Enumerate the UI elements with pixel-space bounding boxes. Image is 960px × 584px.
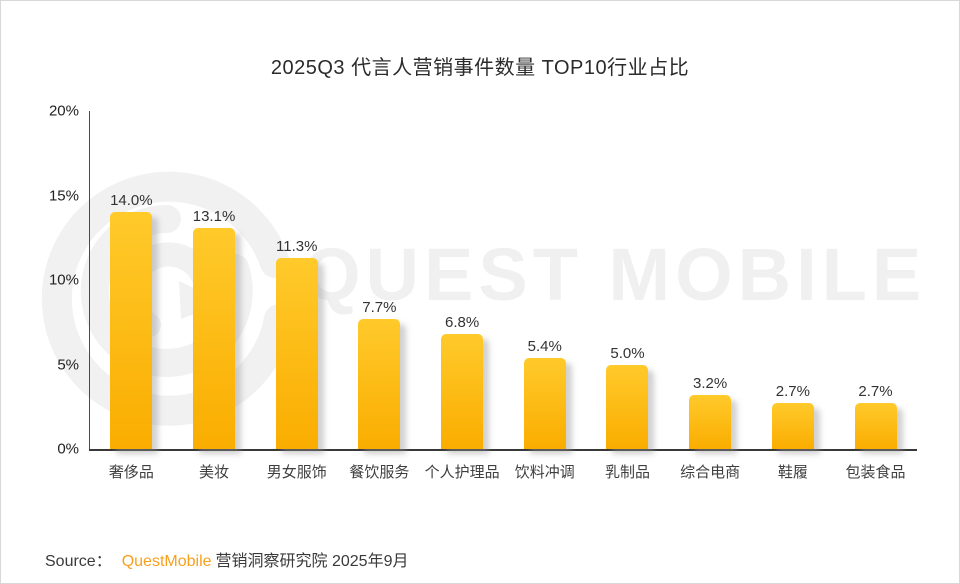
bar-value-label: 7.7% — [362, 298, 397, 316]
x-axis-category-label: 个人护理品 — [424, 464, 500, 481]
plot-area: 0% 5% 10% 15% 20% 14.0% 奢侈品 13.1% 美妆 11.3% 男女服饰 7.… — [49, 103, 917, 482]
x-axis-category-label: 综合电商 — [680, 464, 741, 481]
bar — [854, 403, 897, 449]
x-axis-category-label: 乳制品 — [604, 464, 650, 481]
y-tick-label: 15% — [48, 187, 79, 204]
bar-group: 5.0% 乳制品 — [586, 111, 668, 482]
bar-group: 7.7% 餐饮服务 — [338, 111, 420, 481]
y-tick-label: 10% — [48, 271, 79, 289]
source-brand: QuestMobile — [121, 553, 212, 570]
x-axis-category-label: 奢侈品 — [108, 464, 154, 481]
bar-group: 2.7% 包装食品 — [835, 111, 917, 481]
y-tick-label: 20% — [48, 102, 79, 120]
bar-value-label: 2.7% — [775, 383, 810, 401]
bar-value-label: 2.7% — [858, 383, 893, 401]
bars-container: 14.0% 奢侈品 13.1% 美妆 11.3% 男女服饰 7.7% 餐饮服务 6.8% 个人护理… — [90, 111, 917, 482]
bar — [441, 334, 484, 449]
bar-value-label: 6.8% — [444, 314, 480, 332]
bar-value-label: 3.2% — [693, 374, 728, 392]
bar-group: 6.8% 个人护理品 — [421, 111, 503, 481]
x-axis-category-label: 餐饮服务 — [349, 464, 410, 481]
x-axis-category-label: 饮料冲调 — [514, 464, 575, 481]
bar — [689, 394, 732, 449]
bar — [771, 403, 814, 449]
bar — [110, 212, 153, 449]
source-prefix: Source： — [45, 553, 112, 570]
chart-title: 2025Q3 代言人营销事件数量 TOP10行业占比 — [270, 57, 690, 79]
x-axis-category-label: 男女服饰 — [266, 464, 327, 481]
bar — [358, 318, 401, 449]
bar-value-label: 5.0% — [610, 344, 645, 362]
bar-value-label: 13.1% — [192, 207, 236, 225]
bar-group: 13.1% 美妆 — [173, 111, 255, 481]
bar-group: 5.4% 饮料冲调 — [504, 111, 586, 481]
bar — [275, 258, 318, 449]
questmobile-text-watermark: QUEST MOBILE — [303, 233, 927, 316]
bar — [193, 227, 236, 449]
bar-value-label: 5.4% — [527, 337, 562, 355]
source-suffix: 营销洞察研究院 2025年9月 — [215, 553, 409, 570]
bar — [523, 357, 566, 449]
x-axis-category-label: 美妆 — [199, 464, 230, 481]
bar-value-label: 11.3% — [276, 238, 318, 256]
x-axis-category-label: 包装食品 — [845, 464, 906, 481]
bar — [606, 364, 649, 449]
y-tick-label: 5% — [57, 356, 79, 373]
x-axis-category-label: 鞋履 — [777, 464, 808, 481]
bar-group: 2.7% 鞋履 — [752, 111, 834, 481]
bar-group: 3.2% 综合电商 — [669, 111, 751, 481]
bar-group: 14.0% 奢侈品 — [90, 111, 172, 481]
bar-group: 11.3% 男女服饰 — [256, 111, 338, 481]
y-tick-label: 0% — [57, 440, 79, 458]
bar-value-label: 14.0% — [110, 192, 153, 210]
source-line: Source： QuestMobile 营销洞察研究院 2025年9月 — [45, 547, 408, 571]
